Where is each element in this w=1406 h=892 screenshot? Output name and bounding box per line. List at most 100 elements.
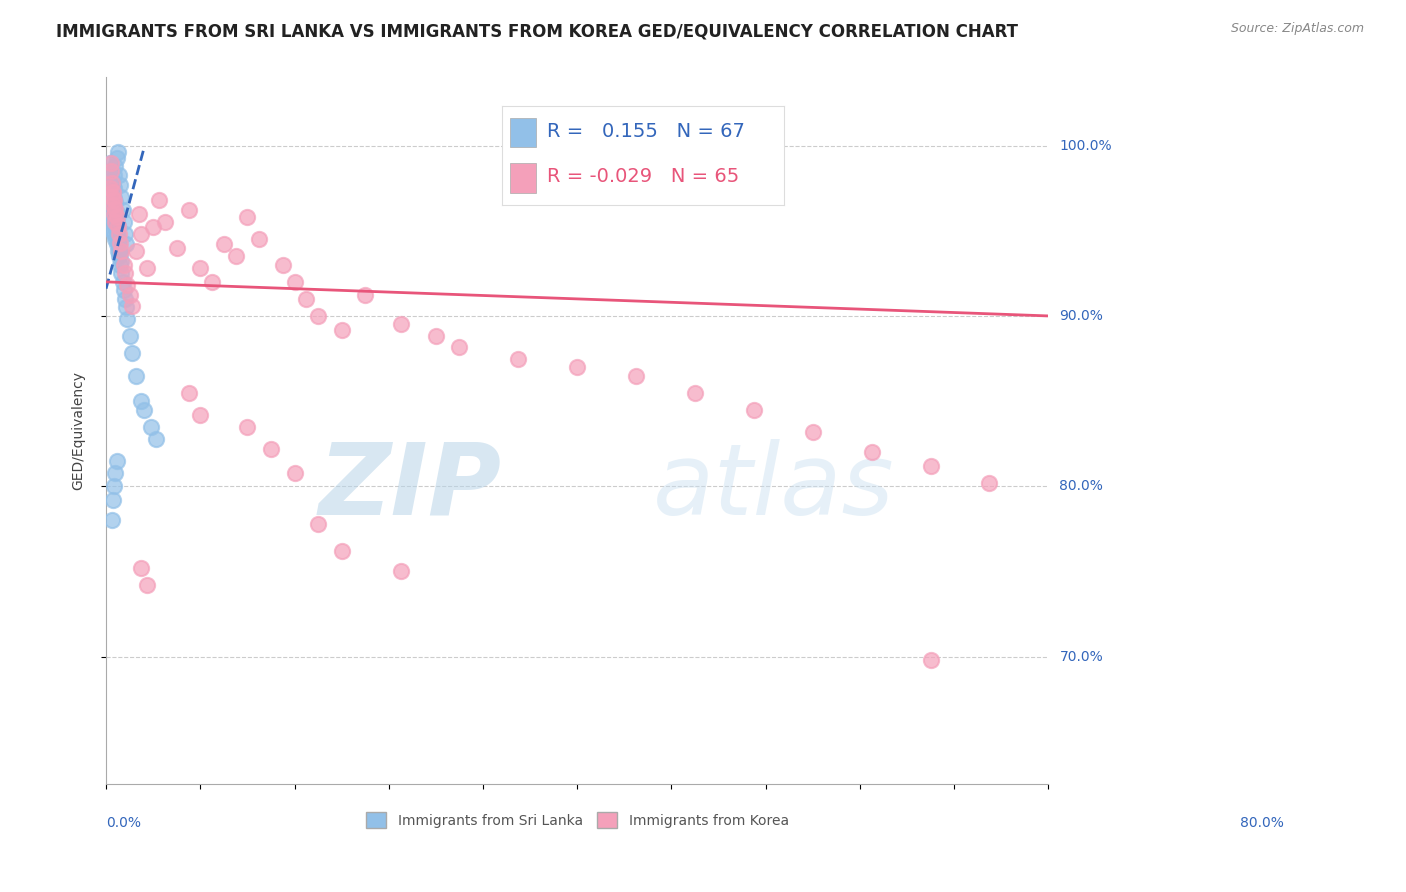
Point — [105, 237, 128, 252]
Point — [100, 198, 122, 212]
Point — [101, 224, 124, 238]
Point — [153, 215, 176, 229]
Text: atlas: atlas — [652, 439, 894, 536]
Point — [108, 178, 131, 192]
Text: Source: ZipAtlas.com: Source: ZipAtlas.com — [1230, 22, 1364, 36]
Point — [100, 193, 122, 207]
Point — [801, 425, 824, 439]
Point — [98, 155, 121, 169]
Point — [103, 207, 125, 221]
Point — [212, 237, 235, 252]
Point — [148, 193, 170, 207]
Point — [124, 368, 146, 383]
Point — [101, 186, 124, 201]
Point — [188, 408, 211, 422]
Point — [114, 266, 136, 280]
Point — [100, 164, 122, 178]
Point — [100, 164, 122, 178]
Point — [236, 419, 259, 434]
Text: 90.0%: 90.0% — [1059, 309, 1104, 323]
Point — [108, 249, 131, 263]
Point — [98, 189, 121, 203]
Point — [142, 220, 165, 235]
Point — [110, 266, 132, 280]
Point — [104, 466, 127, 480]
Point — [98, 181, 121, 195]
Point — [920, 458, 942, 473]
Point — [104, 232, 127, 246]
Point — [101, 189, 124, 203]
Point — [111, 203, 134, 218]
Point — [107, 219, 129, 233]
Point — [103, 168, 125, 182]
Point — [110, 189, 132, 203]
Point — [101, 210, 124, 224]
Point — [107, 145, 129, 160]
Point — [121, 299, 143, 313]
Y-axis label: GED/Equivalency: GED/Equivalency — [72, 371, 86, 491]
Point — [108, 168, 131, 182]
Point — [114, 227, 136, 242]
Point — [103, 193, 125, 207]
Point — [128, 207, 150, 221]
Point — [114, 292, 136, 306]
Point — [98, 181, 121, 195]
Point — [283, 275, 305, 289]
Point — [104, 207, 127, 221]
Point — [107, 219, 129, 233]
Point — [271, 258, 294, 272]
Point — [97, 207, 120, 221]
Point — [307, 516, 329, 531]
Point — [108, 258, 131, 272]
Point — [108, 246, 131, 260]
Point — [389, 565, 412, 579]
Point — [260, 442, 283, 456]
Point — [295, 292, 318, 306]
Point — [108, 227, 131, 242]
Point — [115, 237, 138, 252]
Point — [307, 309, 329, 323]
Point — [105, 151, 128, 165]
Point — [389, 318, 412, 332]
Point — [104, 159, 127, 173]
Point — [979, 475, 1001, 490]
Point — [177, 385, 200, 400]
Point — [177, 203, 200, 218]
Point — [136, 261, 159, 276]
Point — [145, 432, 167, 446]
Point — [624, 368, 647, 383]
Point — [112, 284, 135, 298]
Point — [283, 466, 305, 480]
Text: 70.0%: 70.0% — [1059, 649, 1104, 664]
Point — [124, 244, 146, 259]
Point — [920, 653, 942, 667]
Point — [101, 189, 124, 203]
Text: 80.0%: 80.0% — [1240, 816, 1284, 830]
Point — [101, 202, 124, 216]
Point — [107, 244, 129, 259]
Point — [330, 544, 353, 558]
Point — [103, 191, 125, 205]
Point — [118, 329, 141, 343]
Point — [188, 261, 211, 276]
Point — [103, 215, 125, 229]
Point — [105, 210, 128, 224]
Point — [136, 578, 159, 592]
Point — [110, 254, 132, 268]
Point — [101, 176, 124, 190]
Point — [508, 351, 530, 366]
Point — [117, 278, 139, 293]
Point — [139, 419, 162, 434]
Point — [131, 394, 153, 409]
Point — [131, 227, 153, 242]
Point — [101, 198, 124, 212]
Point — [225, 249, 247, 263]
Point — [101, 185, 124, 199]
Point — [101, 172, 124, 186]
Point — [104, 194, 127, 209]
Point — [101, 492, 124, 507]
Point — [104, 220, 127, 235]
Point — [131, 561, 153, 575]
Point — [105, 454, 128, 468]
Point — [101, 513, 124, 527]
